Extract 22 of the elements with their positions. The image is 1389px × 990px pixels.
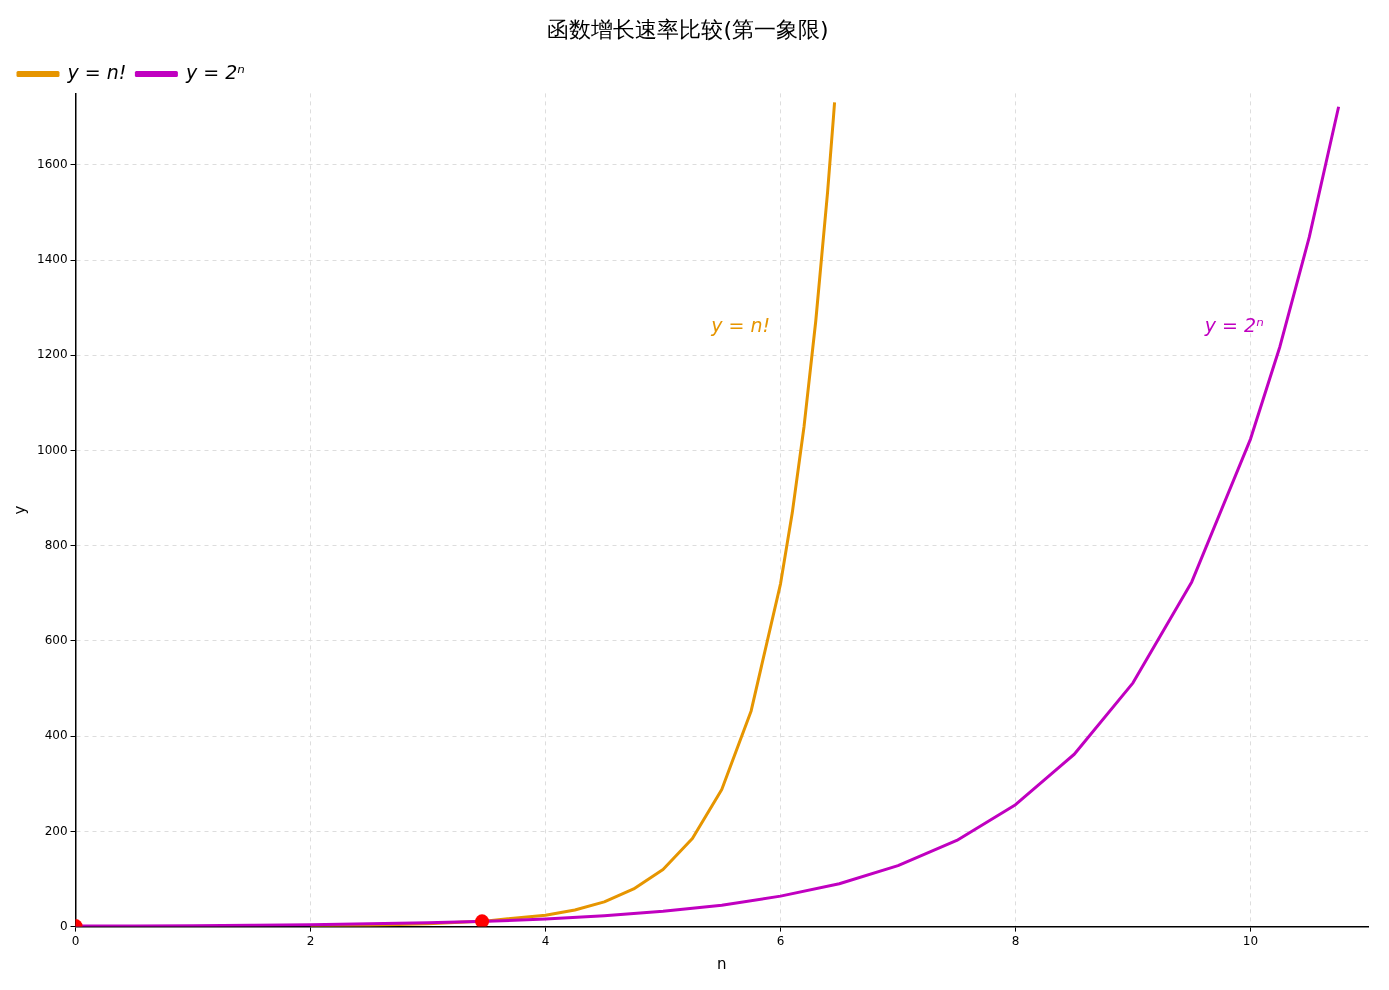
legend-label: y = n!: [66, 60, 127, 83]
x-tick-label: 0: [71, 933, 80, 948]
y-tick-label: 0: [59, 918, 68, 933]
annotation: y = n!: [710, 313, 771, 336]
x-tick-label: 6: [776, 933, 785, 948]
annotation: y = 2ⁿ: [1203, 313, 1264, 336]
y-tick-label: 200: [44, 823, 68, 838]
y-tick-label: 400: [44, 728, 68, 743]
legend-label: y = 2ⁿ: [184, 60, 245, 83]
y-tick-label: 1200: [36, 347, 68, 362]
x-tick-label: 8: [1011, 933, 1020, 948]
y-tick-label: 1000: [36, 442, 68, 457]
y-tick-label: 1400: [36, 252, 68, 267]
chart-title: 函数增长速率比较(第一象限): [547, 16, 829, 42]
x-tick-label: 2: [306, 933, 315, 948]
y-axis-title: y: [10, 505, 29, 515]
x-axis-title: n: [717, 954, 727, 973]
x-tick-label: 4: [541, 933, 550, 948]
y-tick-label: 600: [44, 633, 68, 648]
x-tick-label: 10: [1242, 933, 1259, 948]
y-tick-label: 800: [44, 537, 68, 552]
y-tick-label: 1600: [36, 156, 68, 171]
